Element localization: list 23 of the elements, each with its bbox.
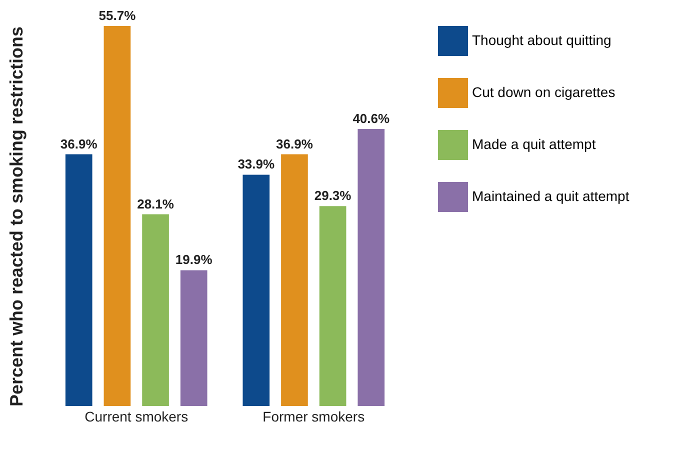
bar [104, 26, 131, 406]
legend-label: Cut down on cigarettes [472, 84, 616, 100]
y-axis-title: Percent who reacted to smoking restrictions [6, 26, 26, 407]
bar [242, 174, 270, 406]
data-label: 36.9% [276, 136, 314, 152]
legend-label: Maintained a quit attempt [472, 188, 630, 204]
bar [142, 214, 169, 406]
data-label: 33.9% [238, 156, 276, 172]
data-label: 19.9% [175, 252, 213, 268]
bar [180, 270, 208, 406]
x-tick-label: Former smokers [262, 408, 365, 424]
bar [281, 154, 308, 406]
data-label: 40.6% [352, 111, 390, 126]
legend-label: Made a quit attempt [472, 136, 596, 152]
bar [358, 129, 385, 406]
data-label: 29.3% [314, 188, 352, 204]
bar [65, 154, 92, 406]
x-tick-label: Current smokers [84, 408, 188, 424]
legend-label: Thought about quitting [472, 32, 612, 48]
data-label: 28.1% [137, 196, 174, 212]
data-label: 36.9% [60, 136, 98, 152]
bar [319, 206, 346, 406]
data-label: 55.7% [98, 8, 136, 23]
